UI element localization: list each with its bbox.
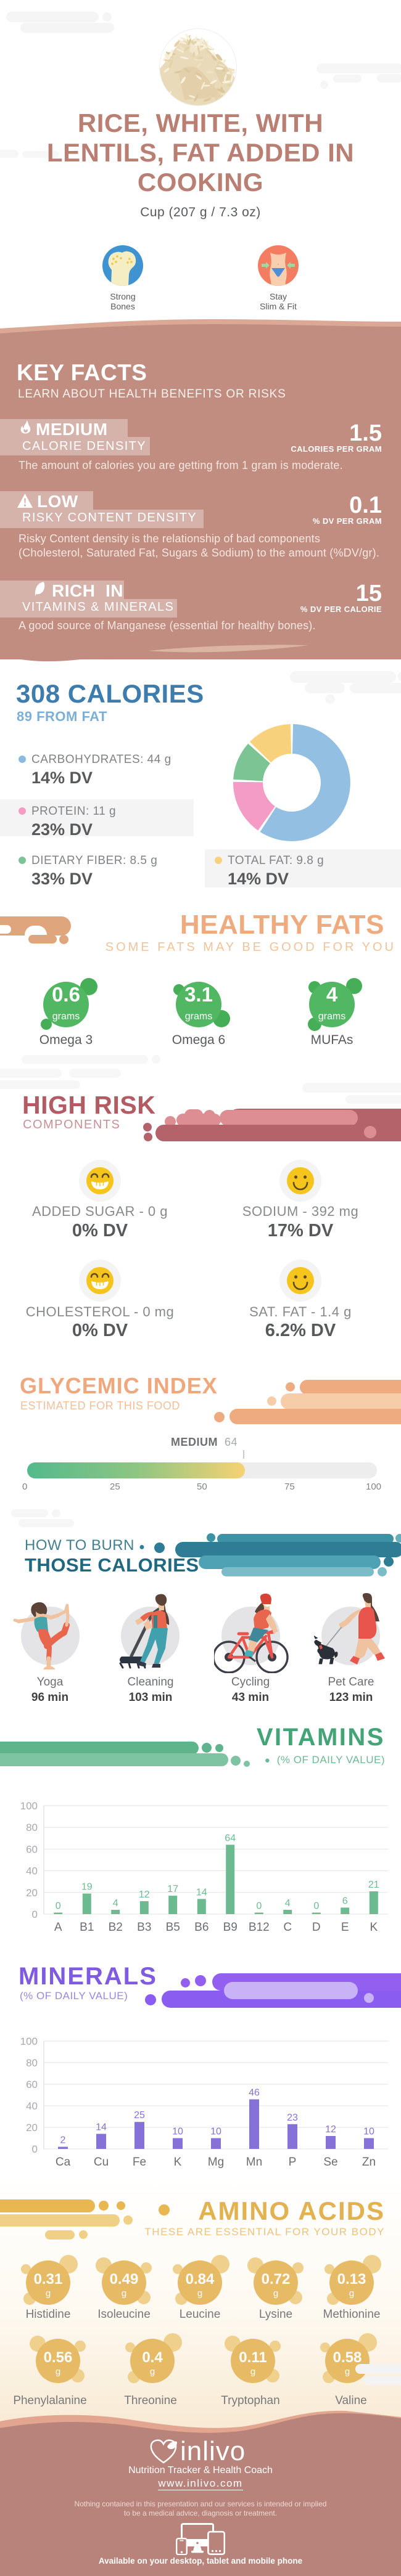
svg-text:g: g <box>150 2366 155 2377</box>
svg-text:4: 4 <box>285 1898 291 1909</box>
svg-text:Mg: Mg <box>208 2156 224 2169</box>
svg-text:14: 14 <box>196 1887 207 1897</box>
svg-text:100: 100 <box>20 1800 38 1812</box>
svg-text:0.49: 0.49 <box>110 2271 139 2288</box>
svg-text:4: 4 <box>326 983 338 1006</box>
svg-text:12: 12 <box>139 1889 150 1900</box>
svg-text:A: A <box>54 1921 62 1934</box>
svg-text:0.72: 0.72 <box>262 2271 291 2288</box>
svg-text:grams: grams <box>52 1011 80 1022</box>
svg-text:21: 21 <box>368 1880 379 1890</box>
svg-text:40: 40 <box>26 1865 38 1877</box>
svg-text:Cu: Cu <box>94 2156 109 2169</box>
svg-text:g: g <box>349 2288 354 2299</box>
svg-text:g: g <box>345 2366 350 2377</box>
svg-text:g: g <box>46 2288 51 2299</box>
svg-text:0: 0 <box>32 1909 38 1920</box>
svg-text:20: 20 <box>26 2122 38 2134</box>
svg-text:K: K <box>370 1921 378 1934</box>
svg-text:10: 10 <box>363 2127 374 2137</box>
svg-text:0: 0 <box>32 2143 38 2155</box>
svg-text:Zn: Zn <box>362 2156 376 2169</box>
svg-text:C: C <box>283 1921 292 1934</box>
svg-text:6: 6 <box>342 1896 348 1906</box>
svg-text:g: g <box>122 2288 126 2299</box>
svg-text:60: 60 <box>26 1843 38 1855</box>
svg-text:10: 10 <box>172 2127 183 2137</box>
svg-text:g: g <box>250 2366 255 2377</box>
svg-text:0: 0 <box>256 1901 262 1912</box>
svg-text:100: 100 <box>20 2036 38 2047</box>
svg-text:4: 4 <box>113 1898 118 1909</box>
svg-text:P: P <box>289 2156 297 2169</box>
svg-text:80: 80 <box>26 2057 38 2069</box>
svg-text:14: 14 <box>96 2122 107 2133</box>
svg-text:B9: B9 <box>223 1921 238 1934</box>
svg-text:Se: Se <box>323 2156 337 2169</box>
svg-text:0.31: 0.31 <box>34 2271 63 2288</box>
svg-text:0.11: 0.11 <box>239 2349 267 2366</box>
svg-text:B3: B3 <box>137 1921 151 1934</box>
svg-text:80: 80 <box>26 1822 38 1833</box>
svg-text:Fe: Fe <box>133 2156 146 2169</box>
svg-text:E: E <box>341 1921 349 1934</box>
svg-text:K: K <box>174 2156 182 2169</box>
svg-text:g: g <box>197 2288 202 2299</box>
svg-text:0.84: 0.84 <box>186 2271 215 2288</box>
svg-text:3.1: 3.1 <box>184 983 213 1006</box>
svg-text:2: 2 <box>60 2135 66 2146</box>
svg-text:B5: B5 <box>166 1921 180 1934</box>
svg-text:12: 12 <box>325 2124 336 2135</box>
svg-text:grams: grams <box>318 1011 345 1022</box>
svg-text:64: 64 <box>225 1833 236 1843</box>
svg-text:B2: B2 <box>109 1921 123 1934</box>
svg-text:0.6: 0.6 <box>52 983 80 1006</box>
svg-text:Mn: Mn <box>246 2156 262 2169</box>
svg-text:g: g <box>273 2288 278 2299</box>
svg-text:23: 23 <box>287 2113 298 2123</box>
svg-text:0: 0 <box>56 1901 61 1912</box>
svg-text:B6: B6 <box>194 1921 209 1934</box>
svg-text:25: 25 <box>134 2110 145 2121</box>
svg-text:10: 10 <box>210 2127 221 2137</box>
svg-text:17: 17 <box>167 1884 178 1894</box>
svg-text:0.56: 0.56 <box>44 2349 73 2366</box>
svg-text:B12: B12 <box>249 1921 270 1934</box>
svg-text:0: 0 <box>313 1901 319 1912</box>
svg-text:0.58: 0.58 <box>333 2349 362 2366</box>
svg-text:B1: B1 <box>80 1921 94 1934</box>
svg-text:g: g <box>56 2366 60 2377</box>
svg-text:20: 20 <box>26 1887 38 1899</box>
svg-text:0.4: 0.4 <box>142 2349 163 2366</box>
svg-text:grams: grams <box>185 1011 212 1022</box>
svg-text:D: D <box>312 1921 321 1934</box>
svg-text:19: 19 <box>81 1882 93 1893</box>
svg-text:60: 60 <box>26 2079 38 2090</box>
svg-text:46: 46 <box>249 2088 260 2098</box>
svg-text:0.13: 0.13 <box>337 2271 366 2288</box>
svg-text:Ca: Ca <box>56 2156 71 2169</box>
svg-text:40: 40 <box>26 2100 38 2112</box>
